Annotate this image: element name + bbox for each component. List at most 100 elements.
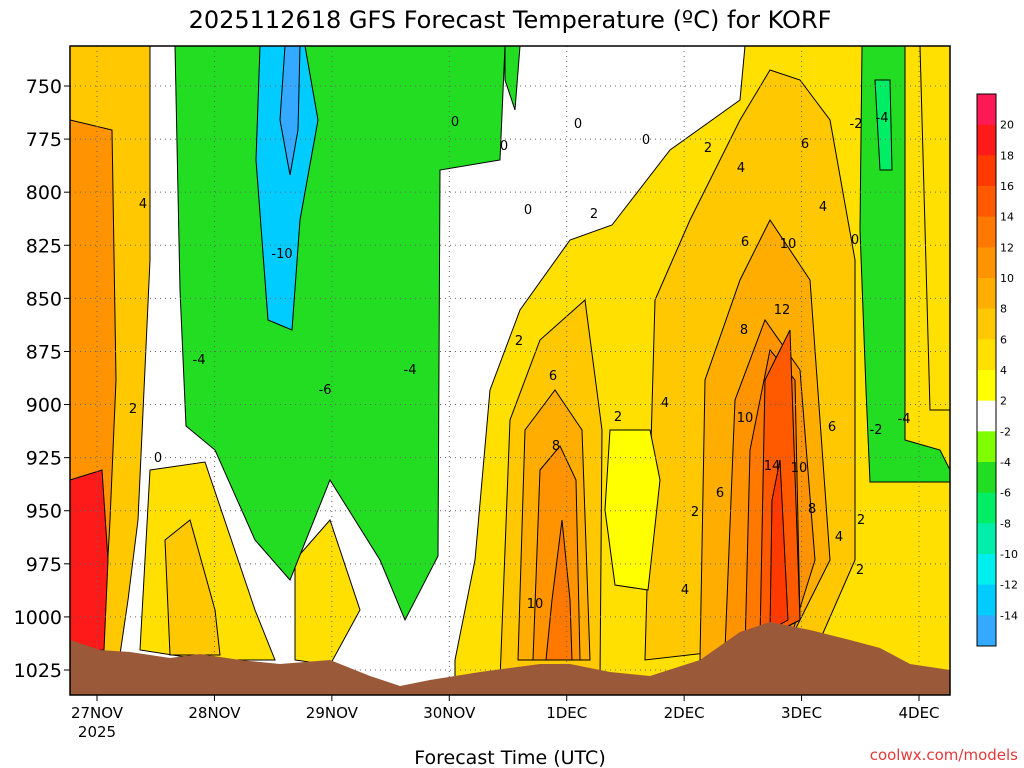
contour-label: 0 bbox=[154, 451, 162, 466]
contour-label: 8 bbox=[808, 502, 816, 517]
colorbar-tick-label: 20 bbox=[1000, 119, 1014, 132]
contour-label: -4 bbox=[193, 353, 206, 368]
colorbar-swatch bbox=[977, 247, 996, 279]
contour-label: 0 bbox=[642, 133, 650, 148]
colorbar-swatch bbox=[977, 431, 996, 463]
terrain-surface bbox=[70, 622, 950, 695]
colorbar-swatch bbox=[977, 216, 996, 248]
colorbar-swatch bbox=[977, 523, 996, 555]
contour-label: 4 bbox=[819, 200, 827, 215]
colorbar-swatch bbox=[977, 400, 996, 432]
contour-label: -4 bbox=[404, 363, 417, 378]
temperature-band-9 bbox=[504, 46, 521, 111]
colorbar-swatch bbox=[977, 339, 996, 371]
contour-label: 0 bbox=[500, 139, 508, 154]
colorbar-swatch bbox=[977, 186, 996, 218]
contour-label: 10 bbox=[791, 461, 808, 476]
contour-label: -4 bbox=[876, 111, 889, 126]
contour-label: -4 bbox=[898, 412, 911, 427]
colorbar-tick-label: 6 bbox=[1000, 333, 1007, 346]
temperature-band-8 bbox=[279, 46, 301, 176]
colorbar-tick-label: -12 bbox=[1000, 579, 1018, 592]
contour-label: 10 bbox=[737, 411, 754, 426]
contour-label: 2 bbox=[857, 513, 865, 528]
y-tick-label: 950 bbox=[26, 501, 62, 523]
contour-label: 6 bbox=[716, 486, 724, 501]
colorbar-swatch bbox=[977, 554, 996, 586]
colorbar-tick-label: 14 bbox=[1000, 211, 1014, 224]
colorbar-tick-label: 16 bbox=[1000, 180, 1014, 193]
x-tick-label: 29NOV bbox=[306, 704, 359, 722]
colorbar-frame bbox=[976, 93, 997, 647]
contour-label: 2 bbox=[704, 141, 712, 156]
contour-label: 4 bbox=[139, 197, 147, 212]
y-tick-label: 975 bbox=[26, 554, 62, 576]
contour-label: -6 bbox=[319, 383, 332, 398]
y-tick-label: 900 bbox=[26, 395, 62, 417]
y-axis: 750 775 800 825 850 875 900 925 950 975 1000 1025 bbox=[14, 76, 70, 682]
temperature-band-22 bbox=[874, 79, 893, 171]
contour-label: 8 bbox=[552, 439, 560, 454]
colorbar-tick-label: -8 bbox=[1000, 517, 1011, 530]
plot-frame bbox=[69, 45, 951, 696]
temperature-band-7 bbox=[255, 46, 319, 331]
temperature-band-2 bbox=[70, 469, 109, 653]
colorbar-swatch bbox=[977, 370, 996, 402]
x-tick-label: 30NOV bbox=[423, 704, 476, 722]
contour-label: 6 bbox=[741, 235, 749, 250]
contour-labels: 0000000222222224444446666688810101010121… bbox=[129, 111, 911, 612]
temperature-band-24 bbox=[919, 46, 950, 411]
contour-label: 10 bbox=[780, 237, 797, 252]
x-tick-sublabel: 2025 bbox=[78, 723, 116, 741]
contour-label: 6 bbox=[549, 369, 557, 384]
colorbar-swatch bbox=[977, 462, 996, 494]
colorbar-tick-label: -14 bbox=[1000, 609, 1018, 622]
contour-label: 2 bbox=[590, 207, 598, 222]
x-tick-label: 3DEC bbox=[781, 704, 822, 722]
contour-label: -10 bbox=[271, 247, 292, 262]
colorbar-swatch bbox=[977, 492, 996, 524]
colorbar-swatch bbox=[977, 584, 996, 616]
chart-title: 2025112618 GFS Forecast Temperature (ºC)… bbox=[189, 6, 832, 34]
contour-label: -2 bbox=[870, 423, 883, 438]
colorbar-tick-label: -10 bbox=[1000, 548, 1018, 561]
y-tick-label: 750 bbox=[26, 76, 62, 98]
temperature-fields bbox=[70, 46, 950, 691]
colorbar-tick-label: 18 bbox=[1000, 149, 1014, 162]
contour-label: 8 bbox=[740, 323, 748, 338]
contour-label: 0 bbox=[524, 203, 532, 218]
contour-label: 2 bbox=[614, 410, 622, 425]
colorbar-tick-label: 10 bbox=[1000, 272, 1014, 285]
y-tick-label: 1000 bbox=[14, 607, 62, 629]
temperature-band-6 bbox=[174, 46, 506, 622]
contour-label: 2 bbox=[691, 505, 699, 520]
contour-label: 0 bbox=[451, 115, 459, 130]
colorbar-swatch bbox=[977, 308, 996, 340]
temperature-band-14 bbox=[545, 519, 573, 661]
x-tick-label: 28NOV bbox=[188, 704, 241, 722]
colorbar-tick-label: -6 bbox=[1000, 487, 1011, 500]
y-tick-label: 925 bbox=[26, 448, 62, 470]
x-tick-label: 27NOV bbox=[71, 704, 124, 722]
colorbar-tick-label: 8 bbox=[1000, 303, 1007, 316]
y-tick-label: 825 bbox=[26, 235, 62, 257]
y-tick-label: 1025 bbox=[14, 660, 62, 682]
x-tick-label: 1DEC bbox=[546, 704, 587, 722]
contour-label: 0 bbox=[851, 233, 859, 248]
credit-text[interactable]: coolwx.com/models bbox=[870, 746, 1018, 764]
temperature-band-23 bbox=[604, 429, 661, 591]
gridlines bbox=[70, 46, 950, 695]
contour-label: 0 bbox=[574, 117, 582, 132]
contour-label: -2 bbox=[850, 117, 863, 132]
contour-label: 2 bbox=[856, 563, 864, 578]
y-tick-label: 800 bbox=[26, 182, 62, 204]
colorbar-swatch bbox=[977, 155, 996, 187]
contour-label: 4 bbox=[835, 530, 843, 545]
contour-label: 6 bbox=[801, 137, 809, 152]
temperature-band-4 bbox=[164, 519, 221, 656]
temperature-band-5 bbox=[294, 519, 361, 666]
plot-area bbox=[70, 46, 950, 695]
contour-label: 10 bbox=[527, 597, 544, 612]
colorbar-tick-label: 2 bbox=[1000, 395, 1007, 408]
